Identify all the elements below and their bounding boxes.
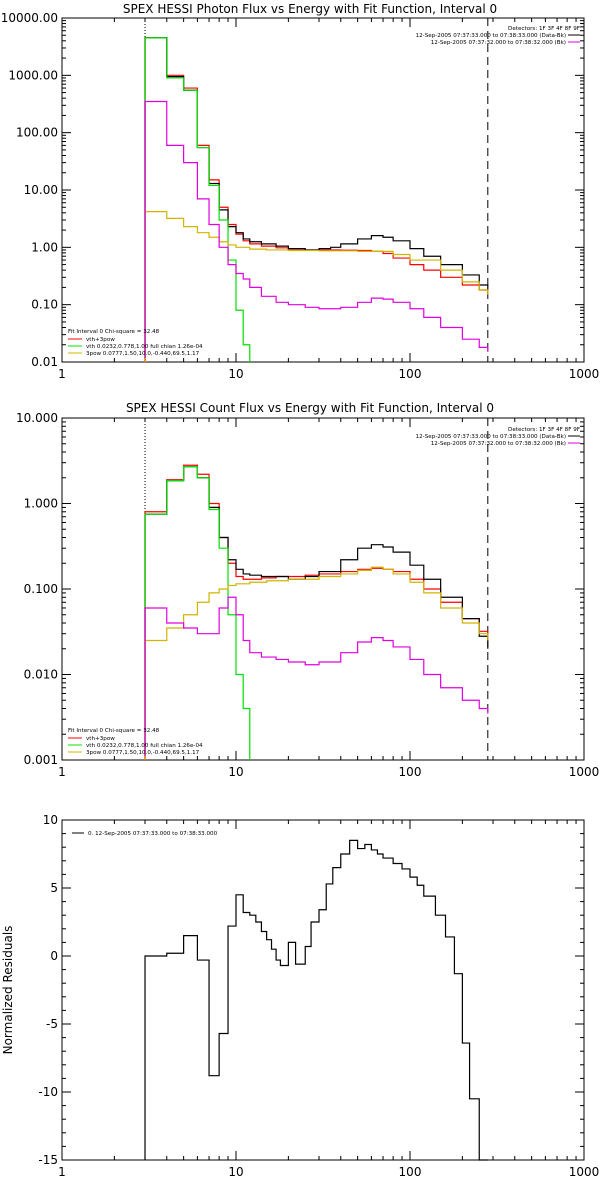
y-tick-label: 0.010 [24,668,58,682]
x-tick-label: 10 [228,367,243,381]
count-legend-bk: 12-Sep-2005 07:37:32.000 to 07:38:32.000… [431,441,566,447]
count-legend-sum: vth+3pow [86,736,115,742]
data-bk-line [144,466,489,760]
x-tick-label: 1000 [569,765,600,779]
x-tick-label: 100 [399,367,422,381]
y-tick-label: 1.000 [24,497,58,511]
y-tick-label: 10.00 [24,183,58,197]
residuals-series [144,839,488,1161]
data-bk-line [144,37,489,362]
count-legend-3pow: 3pow 0.0777,1.50,10.0,-0.440,69.5,1.17 [86,750,200,756]
y-tick-label: 0.10 [31,298,58,312]
count-flux-frame [61,417,585,761]
residuals-legend-label: 0. 12-Sep-2005 07:37:33.000 to 07:38:33.… [88,831,218,837]
count-legend-detectors: Detectors: 1F 3F 4F 8F 9F [508,427,580,433]
photon-legend-bk: 12-Sep-2005 07:37:32.000 to 07:38:32.000… [431,40,566,46]
photon-flux-ticks: 1 10 100 1000 0.01 0.10 1.00 10.00 100.00 1000.00… [1,11,600,381]
photon-legend-3pow: 3pow 0.0777,1.50,10.0,-0.440,69.5,1.17 [86,351,200,357]
photon-flux-panel: SPEX HESSI Photon Flux vs Energy with Fi… [1,2,600,381]
bk-line [144,596,489,760]
vth-line [144,466,251,760]
count-flux-panel: SPEX HESSI Count Flux vs Energy with Fit… [16,401,599,779]
photon-flux-title: SPEX HESSI Photon Flux vs Energy with Fi… [123,2,497,16]
photon-flux-series [144,18,489,362]
count-flux-series [144,418,489,760]
count-flux-ticks: 1 10 100 1000 0.001 0.010 0.100 1.000 10.000 [16,411,599,779]
x-tick-label: 100 [399,1165,422,1179]
count-legend-data-bk: 12-Sep-2005 07:37:33.000 to 07:38:33.000… [416,434,566,440]
vth-3pow-line [144,37,489,362]
photon-legend-sum: vth+3pow [86,337,115,343]
x-tick-label: 1000 [569,1165,600,1179]
y-tick-label: 0.001 [24,753,58,767]
y-tick-label: -10 [38,1085,58,1099]
y-tick-label: 0.01 [31,355,58,369]
x-tick-label: 1 [58,765,66,779]
residuals-line [144,839,488,1161]
y-tick-label: 5 [50,881,58,895]
y-tick-label: 10000.00 [1,11,58,25]
y-tick-label: 100.00 [16,126,58,140]
x-tick-label: 1 [58,367,66,381]
x-tick-label: 10 [228,765,243,779]
y-tick-label: -15 [38,1153,58,1167]
photon-legend-data-bk: 12-Sep-2005 07:37:33.000 to 07:38:33.000… [416,33,566,39]
y-tick-label: 0 [50,949,58,963]
x-tick-label: 10 [228,1165,243,1179]
x-tick-label: 1000 [569,367,600,381]
residuals-ticks: 1 10 100 1000 -15 -10 -5 0 5 10 [38,813,599,1179]
photon-flux-frame [61,17,585,363]
x-tick-label: 1 [58,1165,66,1179]
y-tick-label: 10 [43,813,58,827]
photon-legend-vth: vth 0.0232,0.778,1.00 full chian 1.26e-0… [86,344,203,350]
count-flux-title: SPEX HESSI Count Flux vs Energy with Fit… [126,401,494,415]
vth-line [144,37,251,362]
photon-legend-detectors: Detectors: 1F 3F 4F 8F 9F [508,26,580,32]
bk-line [144,100,489,362]
3pow-line [144,566,489,760]
y-tick-label: 10.000 [16,411,58,425]
y-tick-label: 1000.00 [8,68,58,82]
residuals-frame [61,819,585,1161]
y-tick-label: 1.00 [31,240,58,254]
residuals-panel: 1 10 100 1000 -15 -10 -5 0 5 10 Normalized Residu… [1,813,599,1179]
photon-legend-fit-interval: Fit Interval 0 Chi-square = 32.48 [68,329,160,335]
y-tick-label: 0.100 [24,582,58,596]
x-tick-label: 100 [399,765,422,779]
residuals-ylabel: Normalized Residuals [1,926,15,1055]
count-legend-vth: vth 0.0232,0.778,1.00 full chian 1.26e-0… [86,743,203,749]
count-legend-fit-interval: Fit Interval 0 Chi-square = 32.48 [68,728,160,734]
vth-3pow-line [144,464,489,760]
y-tick-label: -5 [46,1017,58,1031]
3pow-line [144,211,489,362]
